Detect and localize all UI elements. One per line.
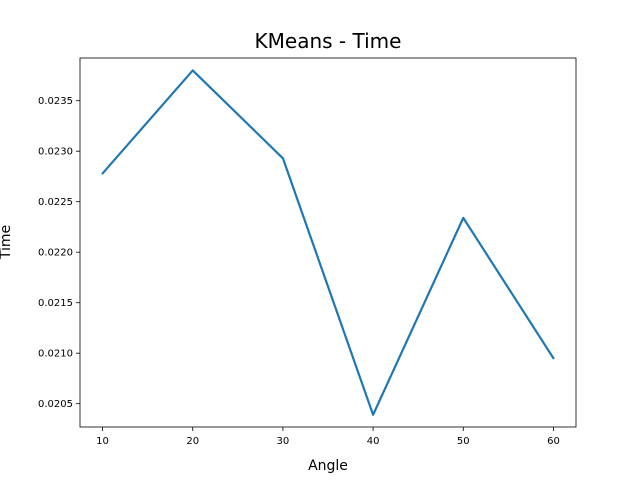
series-line-0: [101, 69, 555, 416]
x-tick-label: 60: [547, 436, 560, 447]
x-tick-label: 20: [186, 436, 199, 447]
y-tick-label: 0.0230: [38, 147, 73, 158]
x-tick-label: 10: [96, 436, 109, 447]
y-tick-label: 0.0205: [38, 399, 73, 410]
y-axis-title: Time: [0, 225, 14, 260]
x-tick-label: 30: [277, 436, 290, 447]
y-tick-label: 0.0215: [38, 298, 73, 309]
x-tick-label: 50: [457, 436, 470, 447]
y-tick-label: 0.0210: [38, 349, 73, 360]
y-tick-label: 0.0225: [38, 197, 73, 208]
plot-frame: [79, 57, 577, 428]
y-tick-label: 0.0235: [38, 96, 73, 107]
x-tick-label: 40: [367, 436, 380, 447]
plot-area: [101, 69, 555, 416]
chart-title: KMeans - Time: [255, 29, 402, 53]
y-tick-label: 0.0220: [38, 248, 73, 259]
x-axis-title: Angle: [308, 458, 348, 474]
